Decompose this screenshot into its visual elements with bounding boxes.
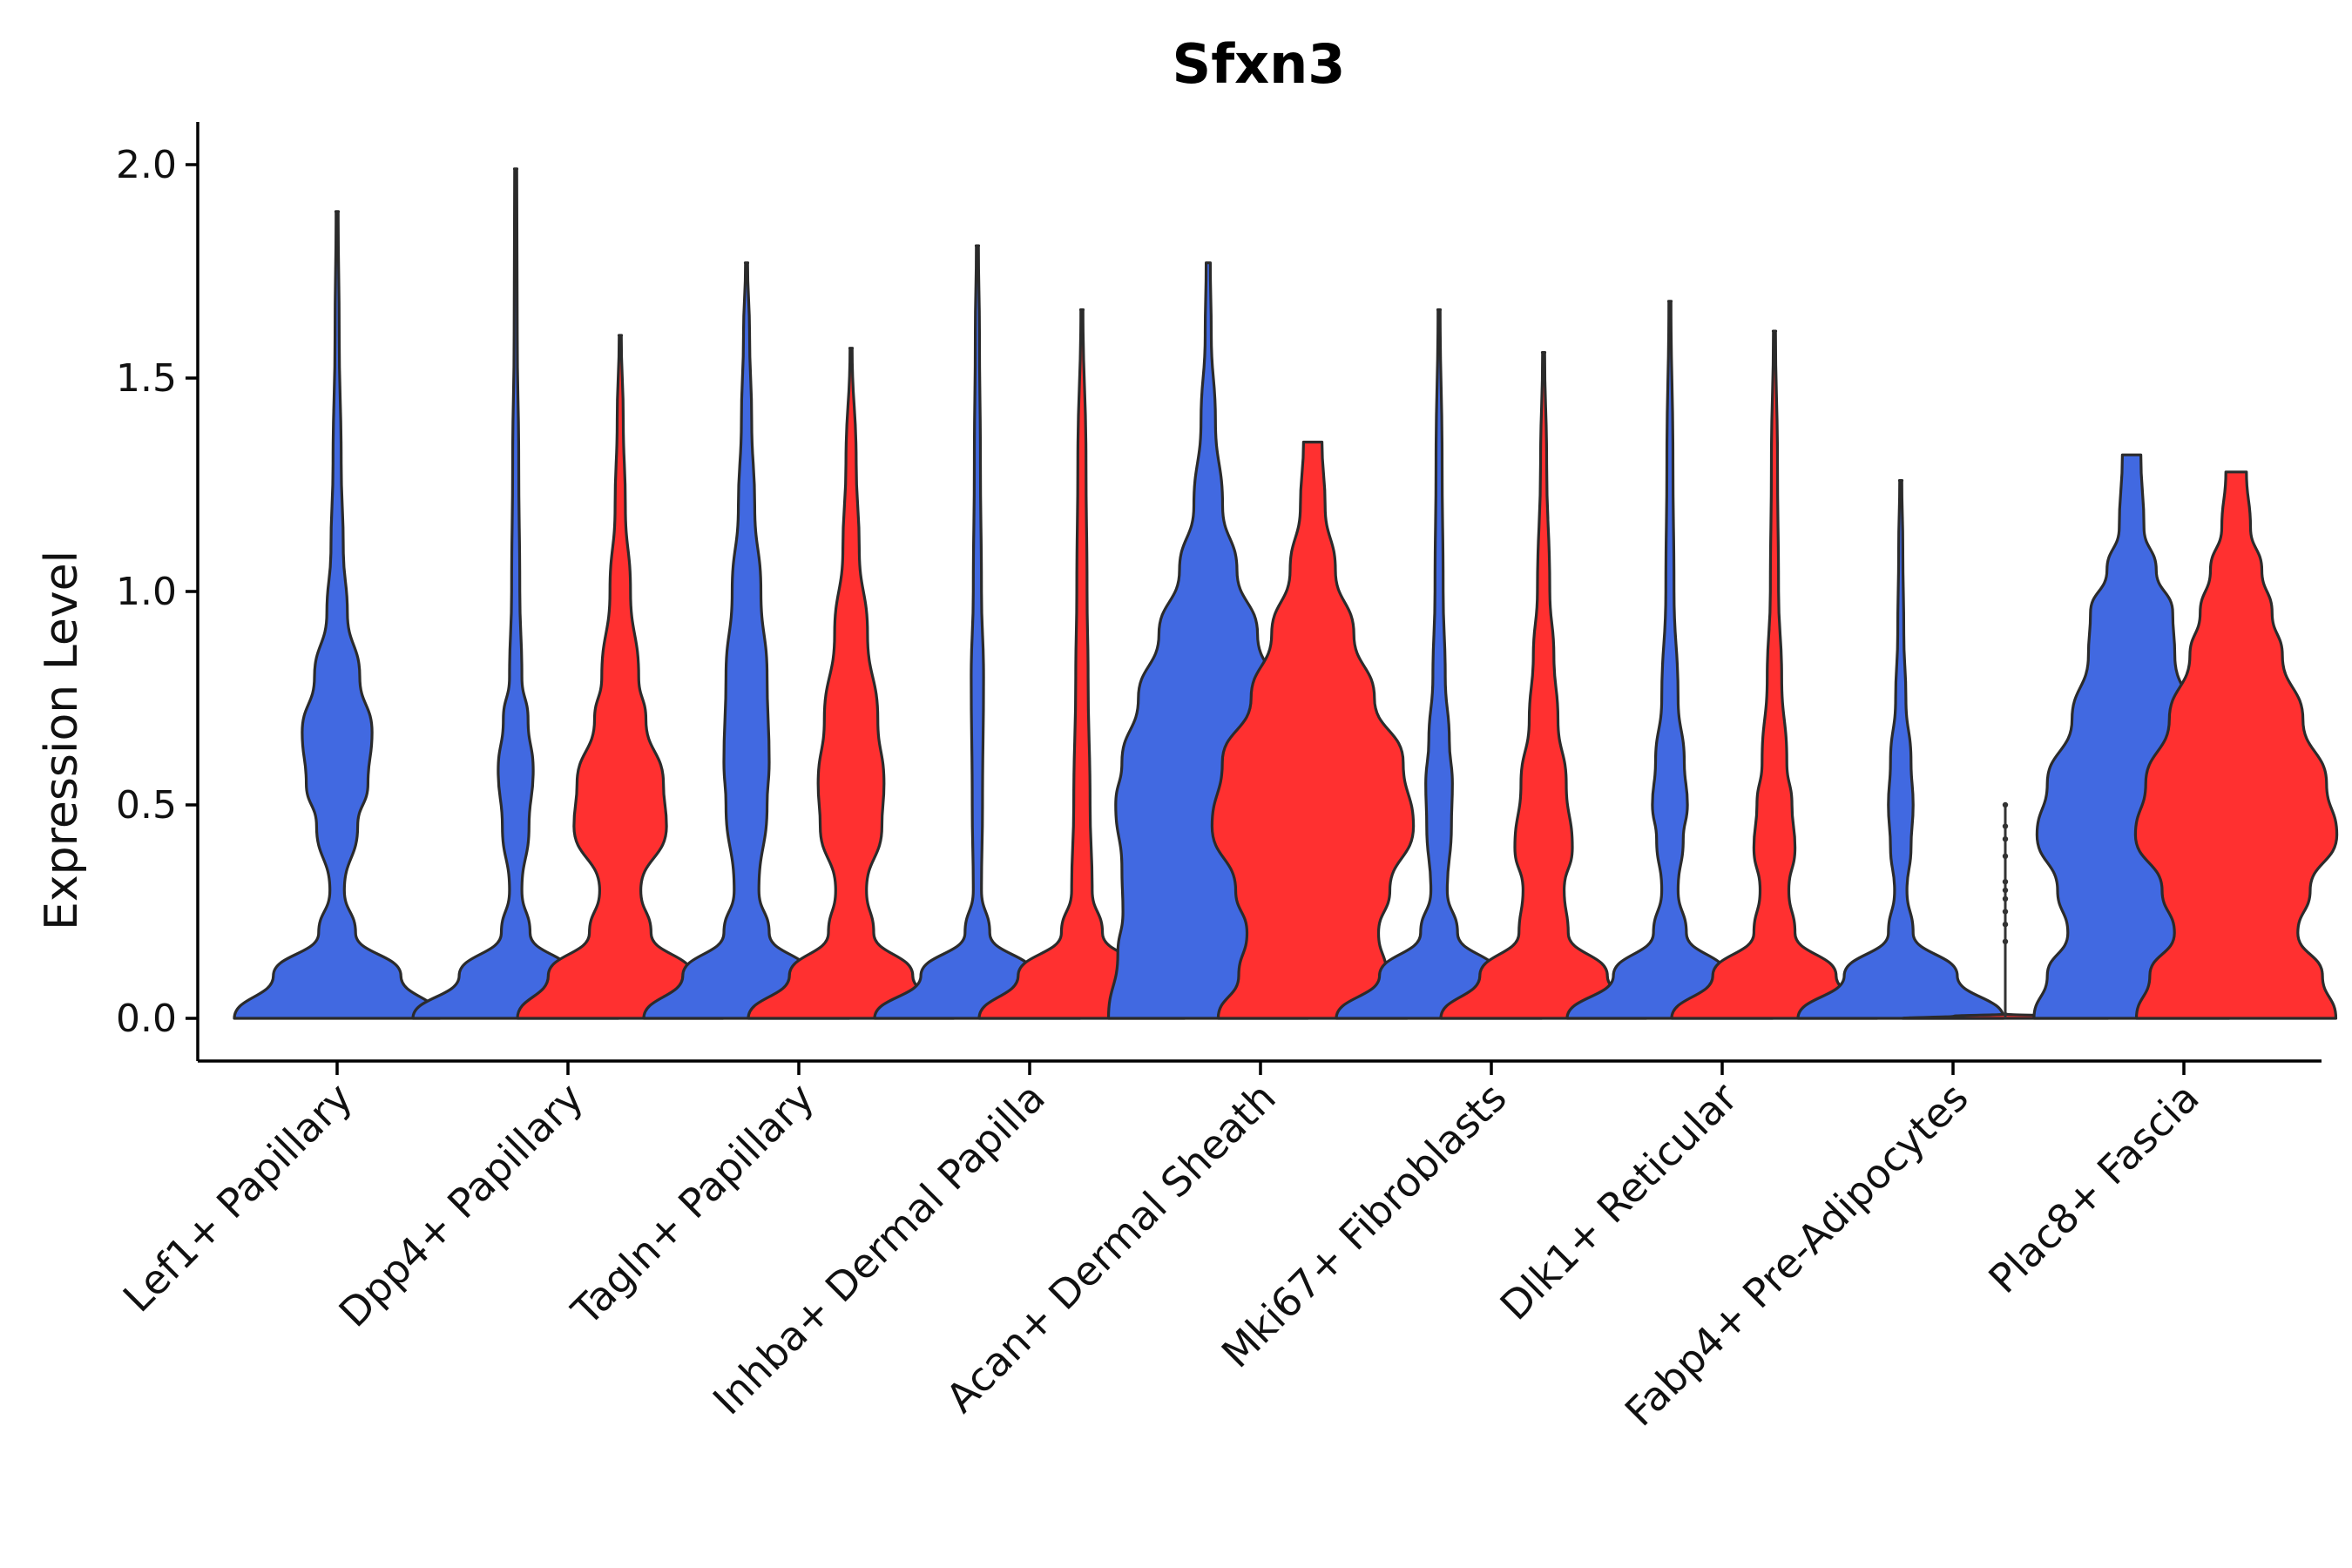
violin-7-group_b-point-8 (2002, 823, 2009, 829)
violin-2-group_a (642, 261, 851, 1020)
violin-7-group_b-point-1 (2002, 922, 2009, 928)
violin-7-group_b-point-4 (2002, 887, 2009, 894)
violin-0-group_a (233, 210, 442, 1020)
violin-4-group_b (1210, 440, 1416, 1020)
violin-7-group_b-point-2 (2002, 909, 2009, 915)
violin-8-group_b (2133, 470, 2339, 1020)
violin-3-group_b (977, 308, 1186, 1020)
violin-6-group_a (1565, 300, 1774, 1020)
y-tick-label: 1.5 (116, 356, 177, 401)
y-tick-label: 0.0 (116, 997, 177, 1041)
violin-5-group_b (1439, 351, 1648, 1020)
x-tick-label: Lef1+ Papillary (114, 1074, 362, 1321)
y-tick-label: 2.0 (116, 143, 177, 187)
violin-1-group_a (411, 167, 620, 1020)
y-tick-label: 1.0 (116, 570, 177, 614)
violin-7-group_a (1796, 479, 2005, 1020)
violin-7-group_b-point-7 (2002, 836, 2009, 842)
violin-7-group_b-point-0 (2002, 938, 2009, 945)
violin-1-group_b (516, 334, 725, 1020)
violin-7-group_b-point-3 (2002, 896, 2009, 902)
violins-layer (233, 167, 2339, 1020)
y-tick-label: 0.5 (116, 783, 177, 828)
violin-7-group_b-point-5 (2002, 879, 2009, 885)
chart-title: Sfxn3 (1173, 32, 1346, 96)
y-ticks: 0.0 0.5 1.0 1.5 2.0 (116, 143, 198, 1041)
x-tick-label: Plac8+ Fascia (1979, 1074, 2207, 1302)
violin-3-group_a (873, 244, 1082, 1020)
x-tick-label: Dlk1+ Reticular (1491, 1074, 1747, 1329)
violin-6-group_b (1670, 329, 1879, 1020)
x-tick-label: Dpp4+ Papillary (330, 1074, 592, 1336)
violin-7-group_b-point-6 (2002, 853, 2009, 859)
violin-7-group_b-point-9 (2002, 801, 2009, 808)
violin-5-group_a (1335, 308, 1544, 1020)
violin-2-group_b (747, 347, 956, 1020)
y-axis-label: Expression Level (36, 551, 88, 930)
x-tick-label: Tagln+ Papillary (562, 1074, 823, 1335)
